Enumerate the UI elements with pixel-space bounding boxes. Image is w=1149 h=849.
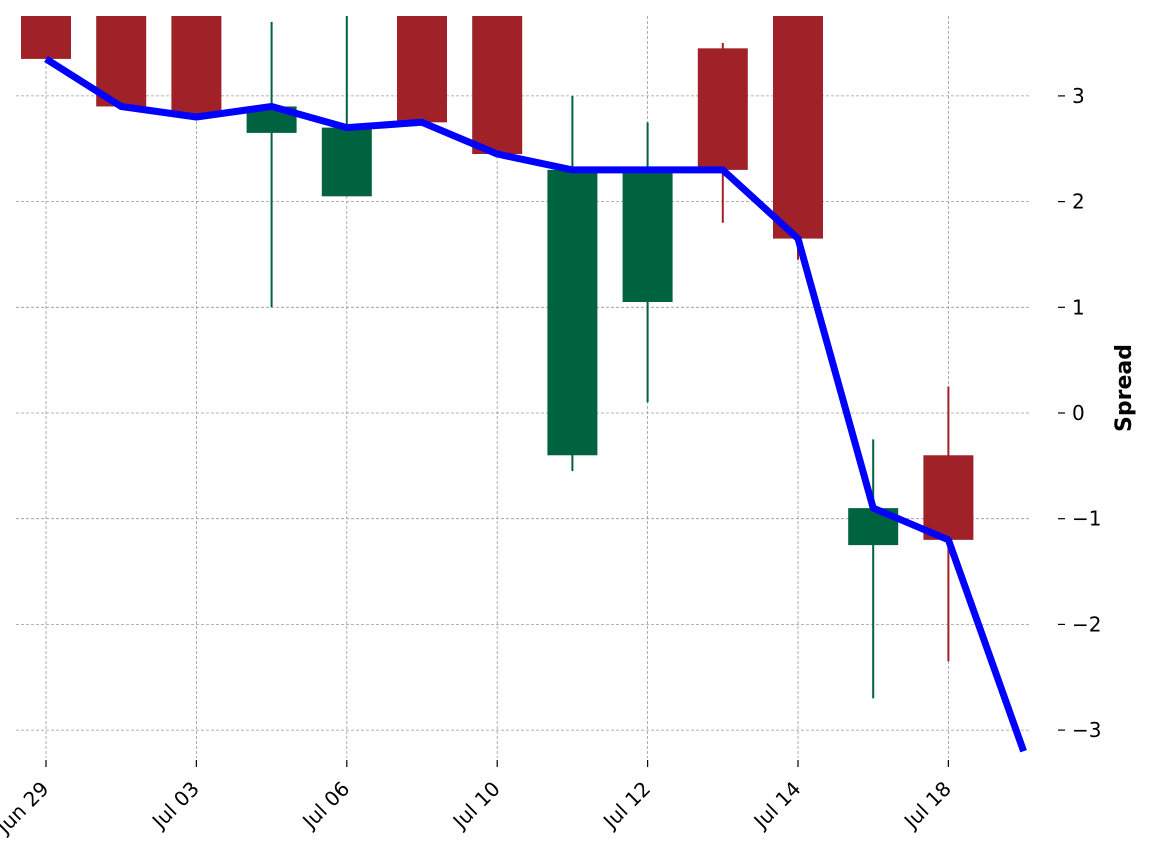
spread-line (44, 55, 1027, 753)
candle-body (697, 48, 748, 170)
x-tick-label: Jul 12 (597, 777, 655, 835)
x-tick-label: Jul 18 (898, 777, 956, 835)
y-tick-label: −1 (1072, 507, 1101, 531)
grid-lines (16, 16, 1030, 758)
y-axis: −3 −2 −1 0 1 2 3 (1058, 84, 1101, 742)
candles (21, 16, 974, 699)
y-tick-label: −2 (1072, 612, 1101, 636)
candle-body (96, 16, 147, 107)
candle-body (21, 16, 71, 59)
y-tick-label: 2 (1072, 190, 1085, 214)
y-tick-label: −3 (1072, 718, 1101, 742)
y-axis-title: Spread (1112, 344, 1137, 432)
candle-body (321, 127, 372, 197)
candle-body (773, 16, 823, 239)
x-axis: Jun 29 Jul 03 Jul 06 Jul 10 Jul 12 Jul 14 Jul … (0, 760, 956, 840)
y-tick-label: 1 (1072, 295, 1085, 319)
candle-body (171, 16, 222, 118)
candle-body (547, 169, 598, 456)
x-tick-label: Jul 03 (146, 777, 204, 835)
candle-body (923, 455, 974, 540)
x-tick-label: Jul 06 (296, 777, 354, 835)
spread-line-layer (44, 55, 1027, 753)
candle-body (397, 16, 447, 123)
x-tick-label: Jun 29 (0, 777, 54, 840)
y-tick-label: 0 (1072, 401, 1085, 425)
candle-body (472, 16, 523, 155)
x-tick-label: Jul 10 (447, 777, 505, 835)
x-tick-label: Jul 14 (748, 777, 806, 835)
y-tick-label: 3 (1072, 84, 1085, 108)
candle-body (622, 169, 673, 303)
